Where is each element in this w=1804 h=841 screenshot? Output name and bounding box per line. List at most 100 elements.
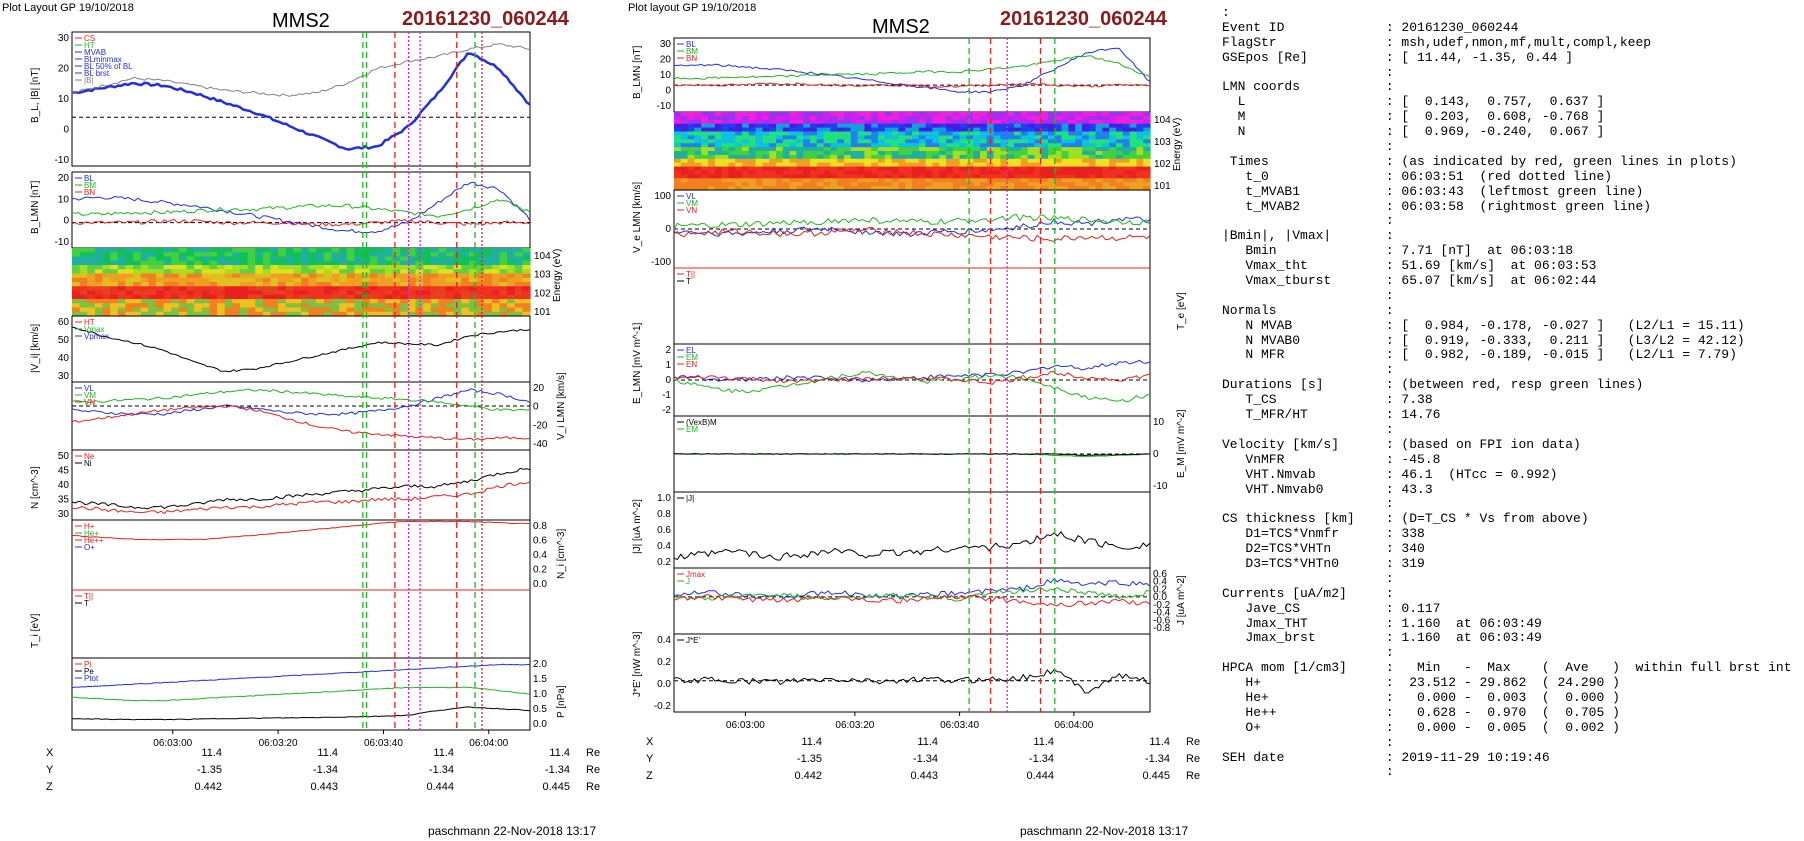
spectrogram-cell <box>1136 135 1144 140</box>
spectrogram-cell <box>461 269 470 275</box>
spectrogram-cell <box>986 174 995 179</box>
spectrogram-cell <box>346 269 356 275</box>
spectrogram-cell <box>932 158 940 164</box>
spectrogram-cell <box>140 265 149 270</box>
summary-key: Jmax_brst <box>1222 630 1386 646</box>
spectrogram-cell <box>491 311 501 317</box>
spectrogram-cell <box>468 252 478 258</box>
spectrogram-cell <box>973 139 981 144</box>
spectrogram-cell <box>857 139 865 144</box>
spectrogram-cell <box>1027 151 1035 156</box>
spectrogram-cell <box>87 260 96 266</box>
spectrogram-cell <box>140 303 149 309</box>
spectrogram-cell <box>209 303 218 309</box>
spectrogram-cell <box>714 166 723 172</box>
spectrogram-cell <box>1082 182 1090 187</box>
spectrogram-cell <box>255 252 264 258</box>
spectrogram-cell <box>262 307 272 313</box>
spectrogram-cell <box>714 182 723 187</box>
spectrogram-cell <box>1075 119 1083 125</box>
spectrogram-cell <box>993 166 1001 172</box>
spectrogram-cell <box>194 290 203 296</box>
spectrogram-cell <box>270 307 279 313</box>
spectrogram-cell <box>721 131 729 136</box>
legend-entry: BM <box>84 181 96 190</box>
spectrogram-cell <box>850 151 859 156</box>
x-tick-label: 06:03:20 <box>835 720 874 731</box>
legend-entry: (VexB)M <box>686 418 717 427</box>
spectrogram-cell <box>285 299 294 304</box>
legend-entry: |J| <box>686 494 694 503</box>
legend-entry: VL <box>686 192 696 201</box>
spectrogram-cell <box>952 112 961 117</box>
spectrogram-cell <box>891 182 899 187</box>
spectrogram-cell <box>1068 182 1076 187</box>
summary-row: t_MVAB1 : 06:03:43 (leftmost green line) <box>1222 184 1802 200</box>
spectrogram-cell <box>946 112 954 117</box>
spectrogram-cell <box>755 147 763 152</box>
spectrogram-cell <box>278 269 287 275</box>
spectrogram-cell <box>993 131 1001 136</box>
spectrogram-cell <box>1007 143 1015 148</box>
spectrogram-cell <box>94 282 104 287</box>
spectrogram-cell <box>232 282 241 287</box>
spectrogram-cell <box>1088 174 1097 179</box>
spectrogram-cell <box>1136 170 1144 175</box>
spectrogram-cell <box>217 290 226 296</box>
spectrogram-cell <box>680 154 689 160</box>
spectrogram-cell <box>72 294 81 300</box>
spectrogram-cell <box>262 265 272 270</box>
spectrogram-cell <box>769 170 777 175</box>
spectrogram-cell <box>102 256 111 262</box>
spectrogram-cell <box>728 112 736 117</box>
spectrogram-cell <box>262 286 272 292</box>
summary-key: VnMFR <box>1222 451 1386 467</box>
spectrogram-cell <box>209 269 218 275</box>
coord-label: Z <box>46 780 53 793</box>
spectrogram-cell <box>293 260 302 266</box>
summary-value: : <box>1385 64 1394 80</box>
spectrogram-cell <box>301 290 310 296</box>
spectrogram-cell <box>1014 112 1022 117</box>
spectrogram-cell <box>1075 143 1083 148</box>
spectrogram-cell <box>966 170 974 175</box>
spectrogram-cell <box>687 182 695 187</box>
spectrogram-cell <box>782 147 791 152</box>
spectrogram-cell <box>125 252 134 258</box>
spectrogram-cell <box>891 127 899 133</box>
spectrogram-cell <box>980 158 988 164</box>
spectrogram-cell <box>1095 115 1103 121</box>
spectrogram-cell <box>742 119 750 125</box>
spectrogram-cell <box>94 252 104 258</box>
spectrogram-cell <box>507 248 516 253</box>
spectrogram-cell <box>468 299 478 304</box>
spectrogram-cell <box>392 273 401 279</box>
y-tick: -10 <box>55 155 70 166</box>
spectrogram-cell <box>912 186 920 191</box>
spectrogram-cell <box>701 115 709 121</box>
spectrogram-cell <box>952 139 961 144</box>
spectrogram-cell <box>837 135 845 140</box>
spectrogram-cell <box>278 299 287 304</box>
spectrogram-cell <box>255 277 264 283</box>
spectrogram-cell <box>201 256 210 262</box>
spectrogram-cell <box>789 170 797 175</box>
spectrogram-cell <box>438 299 447 304</box>
spectrogram-cell <box>461 277 470 283</box>
spectrogram-cell <box>247 260 256 266</box>
spectrogram-cell <box>687 186 695 191</box>
spectrogram-cell <box>194 260 203 266</box>
y-axis-label: B_LMN [nT] <box>632 45 643 99</box>
spectrogram-cell <box>755 174 763 179</box>
spectrogram-cell <box>125 273 134 279</box>
spectrogram-cell <box>491 307 501 313</box>
spectrogram-cell <box>1116 112 1124 117</box>
spectrogram-cell <box>377 260 386 266</box>
spectrogram-cell <box>1007 123 1015 129</box>
spectrogram-cell <box>837 166 845 172</box>
spectrogram-cell <box>1143 131 1151 136</box>
series-bm <box>673 55 1151 80</box>
spectrogram-cell <box>728 123 736 129</box>
spectrogram-cell <box>891 186 899 191</box>
